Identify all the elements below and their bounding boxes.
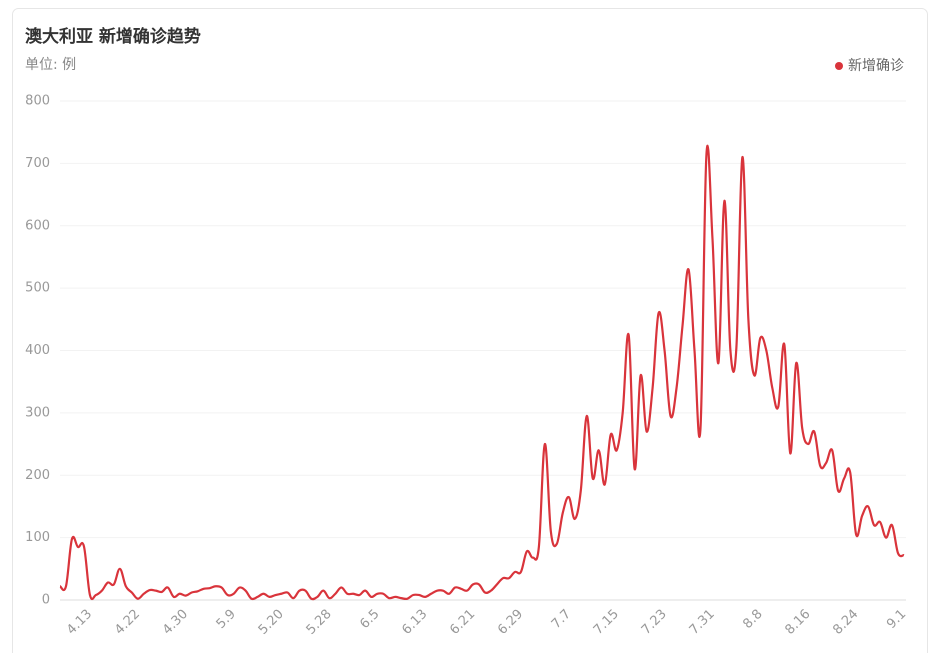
y-tick-label: 100 [25, 530, 50, 545]
legend-marker [835, 62, 843, 70]
card [12, 8, 928, 653]
y-tick-label: 0 [42, 593, 50, 608]
y-tick-label: 300 [25, 405, 50, 420]
legend-label: 新增确诊 [848, 58, 904, 74]
y-tick-label: 600 [25, 218, 50, 233]
line-series [59, 144, 905, 601]
y-tick-label: 200 [25, 468, 50, 483]
chart-title: 澳大利亚 新增确诊趋势 [25, 26, 201, 47]
chart-subtitle: 单位: 例 [25, 57, 76, 73]
y-tick-label: 500 [25, 281, 50, 296]
y-tick-label: 400 [25, 343, 50, 358]
y-tick-label: 700 [25, 156, 50, 171]
legend: 新增确诊 [835, 58, 904, 74]
y-tick-label: 800 [25, 94, 50, 109]
